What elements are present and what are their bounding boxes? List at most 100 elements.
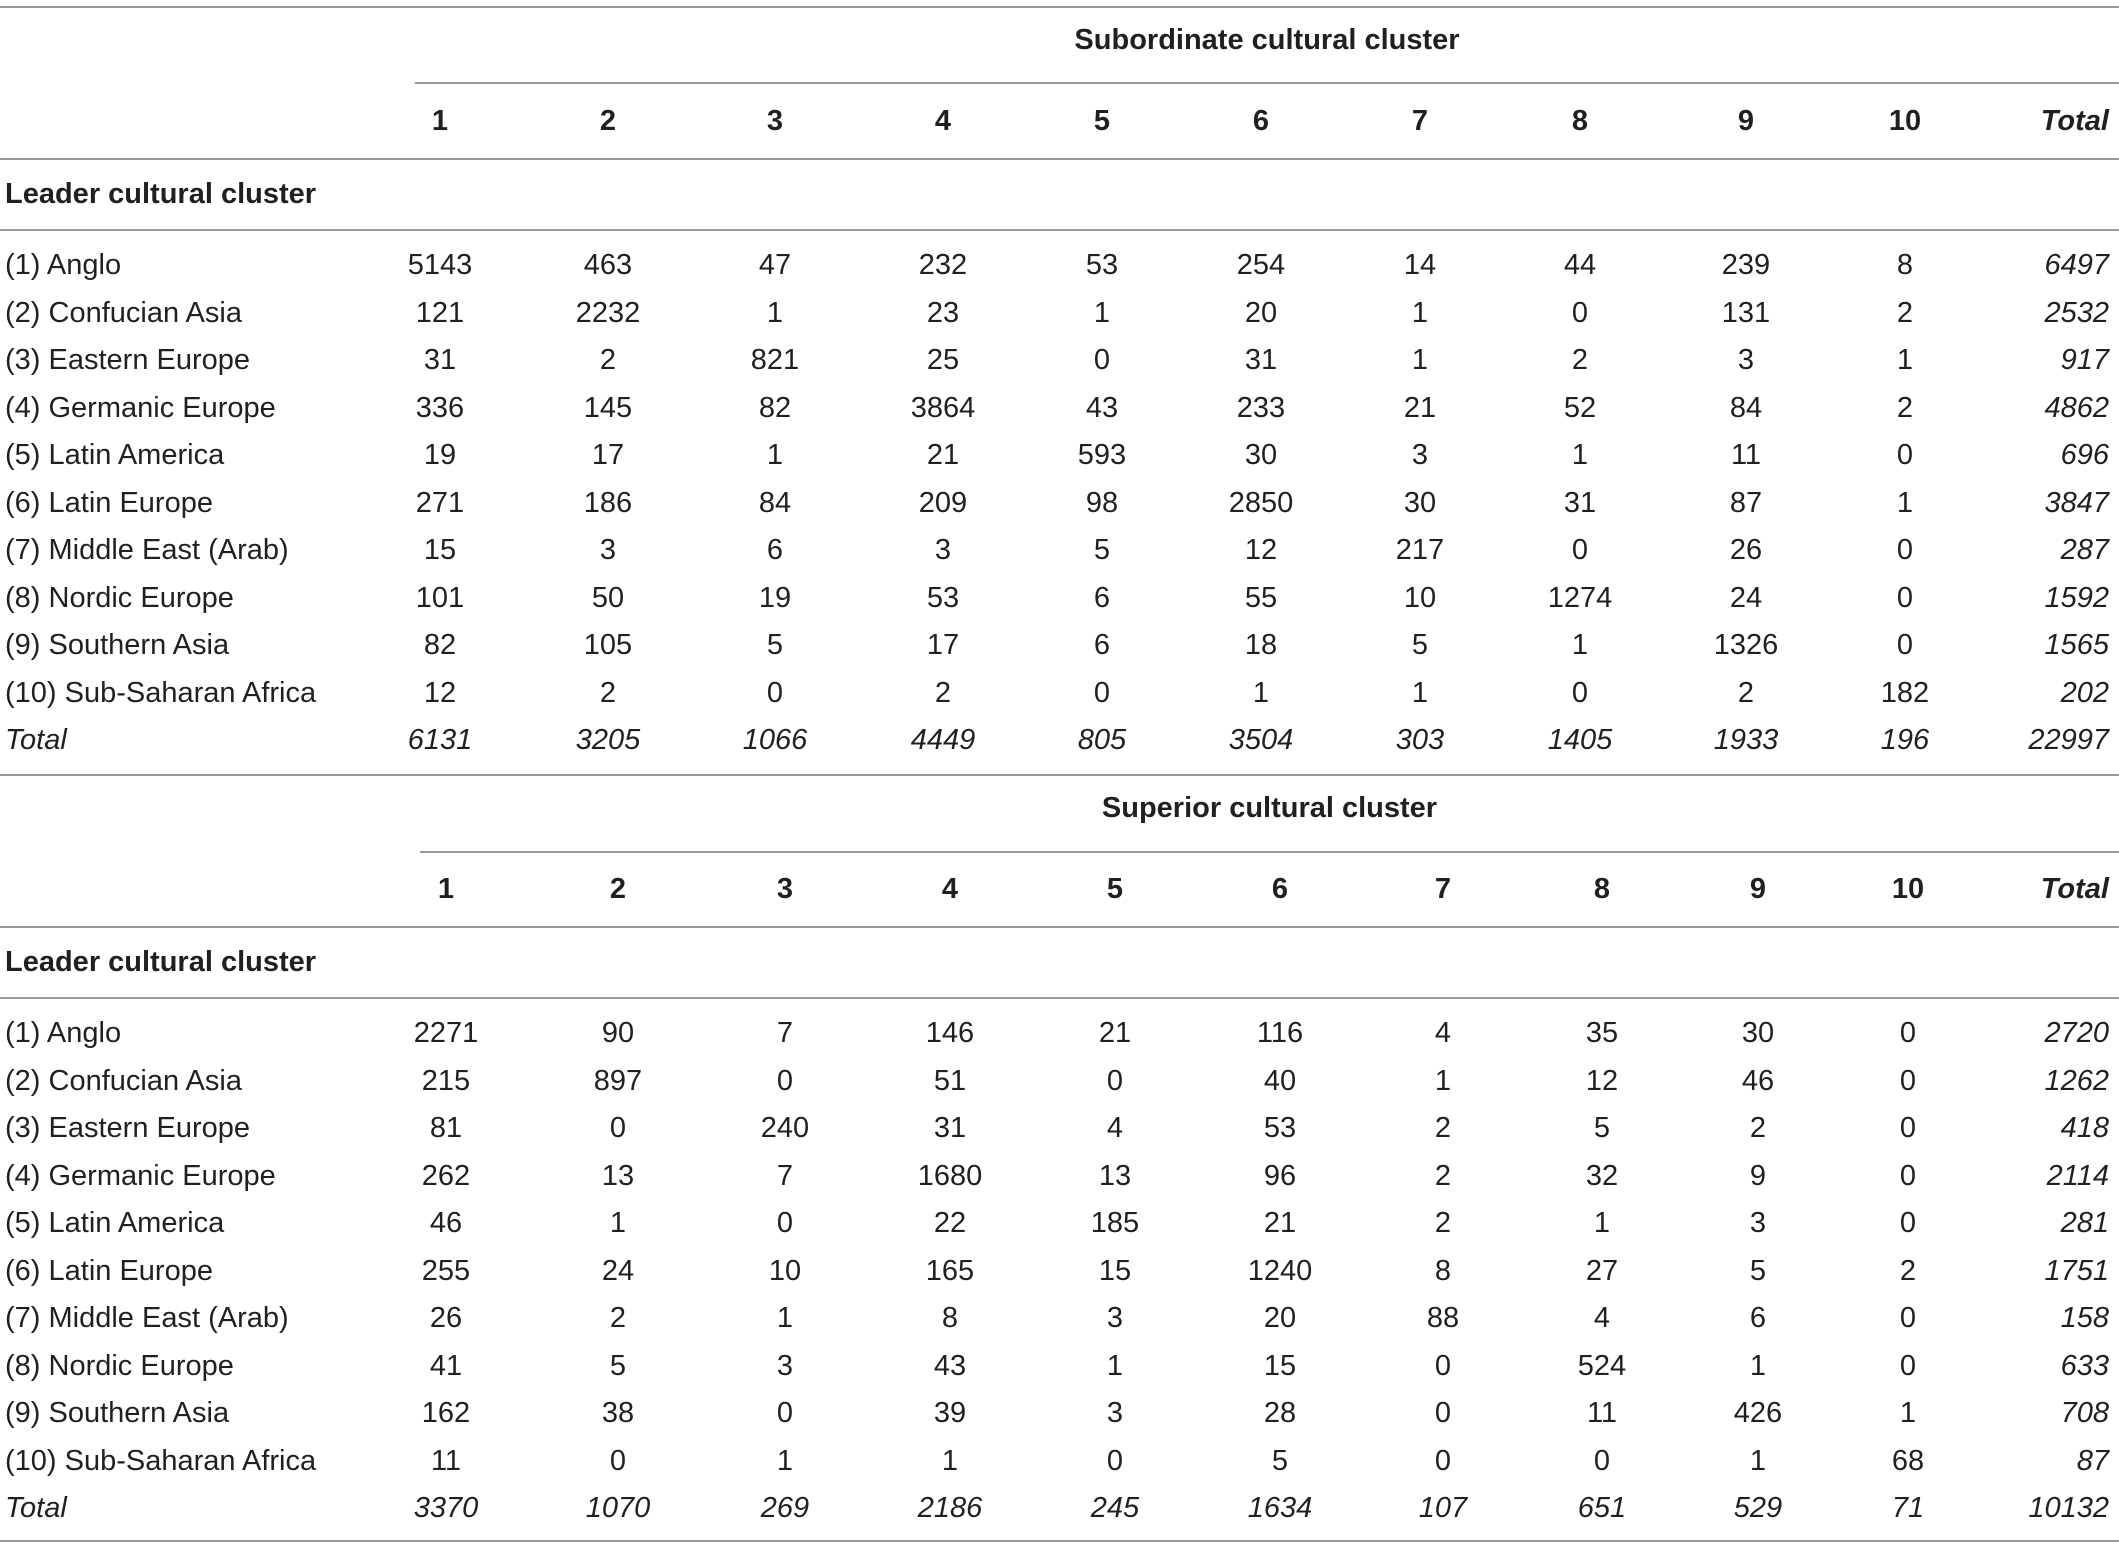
row-total: 696 [2060,439,2109,471]
table-cell: 2 [1434,1159,1452,1192]
rule-under-leader-label [0,997,2119,999]
table-cell: 98 [1085,486,1119,519]
table-cell: 84 [1729,391,1763,424]
table-cell: 0 [1093,676,1111,709]
table-cell: 3 [1106,1302,1124,1334]
row-group-label: Leader cultural cluster [5,946,317,978]
table-cell: 3 [599,534,617,566]
table-cell: 1 [776,1444,794,1477]
column-header: 9 [1749,873,1767,905]
table-cell: 1 [1593,1207,1611,1239]
row-total: 202 [2060,676,2109,709]
table-cell: 162 [421,1397,471,1429]
row-label: (1) Anglo [5,1017,122,1049]
column-total: 269 [760,1492,810,1524]
table-cell: 6 [1749,1302,1767,1334]
column-total: 245 [1090,1492,1140,1524]
table-cell: 28 [1263,1397,1297,1429]
table-cell: 82 [423,629,457,661]
table-cell: 19 [758,581,792,614]
table-cell: 3 [1737,344,1755,376]
table-cell: 32 [1585,1159,1619,1192]
table-cell: 116 [1256,1017,1304,1049]
rule-bottom [0,1540,2119,1542]
column-header: 3 [766,105,784,137]
rule-top [0,774,2119,776]
table-cell: 20 [1244,296,1278,329]
table-cell: 0 [1896,439,1914,471]
table-cell: 121 [415,296,465,329]
table-cell: 46 [429,1207,463,1239]
table-cell: 1 [1093,296,1111,329]
column-header: 5 [1093,105,1111,137]
row-label: (6) Latin Europe [5,1254,213,1287]
table-cell: 52 [1563,391,1597,424]
column-total: 196 [1880,724,1930,756]
table-cell: 53 [1263,1112,1297,1144]
table-cell: 1 [609,1207,627,1239]
table-cell: 233 [1236,391,1286,424]
table-cell: 105 [583,629,633,661]
table-cell: 6 [766,534,784,566]
table-cell: 463 [583,249,633,281]
table-cell: 13 [1098,1159,1132,1192]
table-cell: 17 [926,629,960,661]
table-cell: 0 [609,1444,627,1477]
table-cell: 53 [926,581,960,614]
table-cell: 15 [1098,1254,1132,1287]
table-cell: 25 [926,344,960,376]
row-total: 6497 [2044,249,2109,281]
row-total: 1262 [2044,1064,2109,1097]
table-cell: 3 [1411,439,1429,471]
table-cell: 30 [1244,439,1278,471]
column-header: 4 [941,873,959,905]
table-cell: 4 [1593,1302,1611,1334]
table-cell: 6 [1093,581,1111,614]
table-cell: 0 [1571,296,1589,329]
table-cell: 255 [421,1254,471,1287]
table-cell: 185 [1090,1207,1140,1239]
table-cell: 524 [1577,1349,1627,1382]
table-cell: 8 [941,1302,959,1334]
table-cell: 50 [591,581,625,614]
table-cell: 41 [429,1349,463,1382]
table-cell: 2232 [575,296,641,329]
table-cell: 2 [1737,676,1755,709]
table-cell: 0 [1093,344,1111,376]
table-cell: 131 [1721,296,1771,329]
column-header: 2 [599,105,617,137]
column-header-total: Total [2040,873,2109,905]
table-cell: 96 [1263,1159,1297,1192]
grand-total: 10132 [2028,1492,2109,1524]
table-cell: 0 [1593,1444,1611,1477]
table-cell: 1 [1749,1444,1767,1477]
table-cell: 145 [583,391,633,424]
column-header: 2 [609,873,627,905]
row-total: 281 [2060,1207,2109,1239]
table-cell: 0 [1434,1397,1452,1429]
table-cell: 239 [1721,249,1771,281]
row-total: 708 [2060,1397,2109,1429]
table-cell: 44 [1563,249,1597,281]
column-header: 3 [776,873,794,905]
table-cell: 426 [1733,1397,1783,1429]
table-cell: 4 [1106,1112,1124,1144]
column-total: 651 [1577,1492,1627,1524]
table-cell: 18 [1244,629,1278,661]
row-label: (1) Anglo [5,249,122,281]
table-cell: 2 [934,676,952,709]
table-cell: 10 [768,1254,802,1287]
table-cell: 215 [421,1064,471,1097]
column-total: 71 [1891,1492,1925,1524]
table-cell: 4 [1434,1017,1452,1049]
row-label: (3) Eastern Europe [5,1112,251,1144]
column-total: 2186 [917,1492,983,1524]
table-cell: 15 [423,534,457,566]
table-cell: 1 [1896,344,1914,376]
table-cell: 0 [1899,1017,1917,1049]
table-cell: 81 [429,1112,463,1144]
table-cell: 0 [1899,1064,1917,1097]
table-cell: 5 [1093,534,1111,566]
table-cell: 0 [1571,534,1589,566]
table-cell: 43 [933,1349,967,1382]
